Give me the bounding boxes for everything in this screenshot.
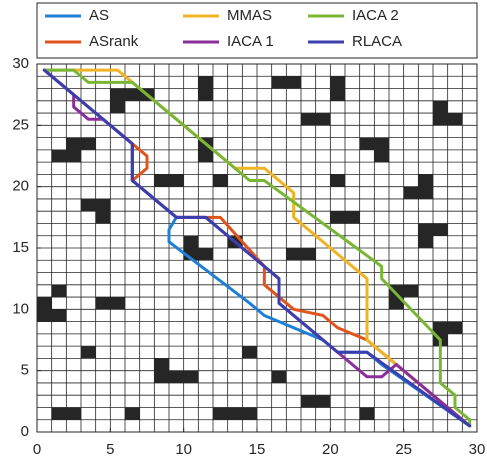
obstacle-cell	[95, 198, 111, 212]
legend-box	[36, 2, 478, 59]
obstacle-cell	[154, 370, 169, 383]
obstacle-cell	[301, 248, 316, 261]
obstacle-cell	[433, 321, 448, 334]
obstacle-cell	[154, 174, 169, 187]
x-tick-label: 10	[175, 441, 192, 458]
obstacle-cell	[286, 248, 301, 261]
obstacle-cell	[198, 149, 213, 163]
y-tick-label: 10	[12, 300, 29, 317]
obstacle-cell	[95, 211, 111, 224]
x-tick-label: 15	[249, 441, 266, 458]
series-line	[42, 68, 472, 428]
obstacle-cell	[183, 235, 199, 248]
obstacle-cell	[418, 186, 433, 199]
obstacle-cell	[359, 407, 375, 420]
obstacle-cell	[315, 395, 331, 408]
legend-label: MMAS	[227, 7, 272, 24]
obstacle-cell	[213, 174, 228, 187]
obstacle-cell	[418, 235, 433, 248]
obstacle-cell	[37, 297, 52, 310]
legend-label: ASrank	[89, 33, 139, 50]
legend-label: IACA 2	[352, 7, 399, 24]
obstacle-cell	[51, 407, 67, 420]
obstacle-cell	[110, 297, 125, 310]
legend-label: RLACA	[352, 33, 402, 50]
obstacle-cell	[183, 370, 199, 383]
legend-label: IACA 1	[227, 33, 274, 50]
obstacle-cell	[271, 76, 287, 89]
y-tick-label: 15	[12, 239, 29, 256]
obstacle-cell	[227, 407, 243, 420]
obstacle-cell	[330, 76, 345, 89]
obstacle-cell	[37, 309, 52, 322]
obstacle-cell	[403, 284, 419, 298]
obstacle-cell	[81, 198, 96, 212]
obstacle-cell	[330, 211, 345, 224]
obstacle-cell	[315, 113, 331, 126]
legend-label: AS	[89, 7, 109, 24]
obstacle-cell	[271, 370, 287, 383]
x-tick-label: 30	[469, 441, 486, 458]
obstacle-cell	[81, 346, 96, 359]
obstacle-cell	[301, 113, 316, 126]
obstacle-cell	[359, 137, 375, 150]
obstacle-cell	[125, 88, 140, 101]
y-tick-label: 20	[12, 178, 29, 195]
obstacle-cell	[66, 407, 81, 420]
obstacle-cell	[242, 407, 257, 420]
x-tick-label: 5	[106, 441, 114, 458]
obstacle-cell	[389, 297, 404, 310]
series-line	[42, 68, 472, 428]
obstacle-cell	[242, 346, 257, 359]
obstacle-cell	[330, 88, 345, 101]
obstacle-cell	[389, 284, 404, 298]
obstacle-cell	[110, 100, 125, 114]
obstacle-cell	[169, 370, 184, 383]
obstacle-cell	[433, 113, 448, 126]
obstacle-cell	[418, 223, 433, 236]
x-tick-label: 0	[33, 441, 41, 458]
x-tick-label: 20	[322, 441, 339, 458]
y-tick-label: 0	[21, 423, 29, 440]
x-tick-label: 25	[395, 441, 412, 458]
obstacle-cell	[110, 88, 125, 101]
y-tick-label: 25	[12, 116, 29, 133]
obstacle-cell	[213, 407, 228, 420]
obstacle-cell	[418, 174, 433, 187]
obstacle-cell	[66, 149, 81, 163]
axes-box	[36, 63, 478, 433]
obstacle-cell	[330, 174, 345, 187]
obstacle-cell	[81, 137, 96, 150]
series-line	[42, 68, 472, 428]
obstacle-cell	[374, 149, 389, 163]
obstacle-cell	[345, 211, 360, 224]
obstacle-cell	[154, 358, 169, 371]
obstacle-cell	[51, 284, 67, 298]
obstacle-cell	[403, 186, 419, 199]
obstacle-cell	[301, 395, 316, 408]
obstacle-cell	[198, 76, 213, 89]
obstacle-cell	[198, 248, 213, 261]
y-tick-label: 30	[12, 55, 29, 72]
obstacle-cell	[51, 149, 67, 163]
y-tick-label: 5	[21, 362, 29, 379]
obstacle-cell	[447, 321, 463, 334]
obstacle-cell	[433, 223, 448, 236]
obstacle-cell	[66, 137, 81, 150]
obstacle-cell	[95, 297, 111, 310]
obstacle-cell	[374, 137, 389, 150]
obstacle-cell	[125, 407, 140, 420]
obstacle-cell	[433, 100, 448, 114]
obstacle-cell	[169, 174, 184, 187]
obstacle-cell	[198, 88, 213, 101]
obstacle-cell	[51, 309, 67, 322]
obstacle-cell	[447, 113, 463, 126]
obstacle-cell	[286, 76, 301, 89]
